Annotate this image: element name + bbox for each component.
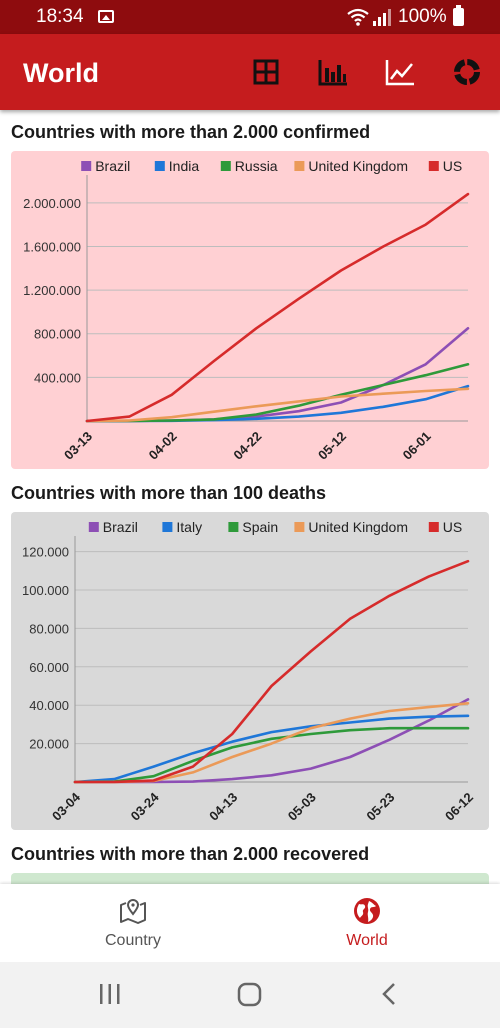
line-chart-icon[interactable]: [384, 56, 416, 88]
series-line-us: [87, 194, 468, 421]
legend-swatch: [89, 522, 99, 532]
legend-label: US: [443, 158, 462, 174]
wifi-signal-icon: [346, 7, 392, 27]
legend-label: United Kingdom: [308, 519, 408, 535]
recovered-section-title: Countries with more than 2.000 recovered: [11, 844, 369, 865]
battery-icon: [453, 8, 464, 26]
bottom-navigation: Country World: [0, 884, 500, 962]
nav-country[interactable]: Country: [8, 884, 258, 962]
y-tick-label: 1.200.000: [23, 283, 81, 298]
y-tick-label: 2.000.000: [23, 196, 81, 211]
status-bar: 18:34 100%: [0, 0, 500, 34]
series-line-brazil: [75, 699, 468, 782]
legend-swatch: [221, 161, 231, 171]
legend-label: United Kingdom: [308, 158, 408, 174]
y-tick-label: 40.000: [29, 698, 69, 713]
legend-swatch: [294, 161, 304, 171]
nav-country-label: Country: [8, 932, 258, 950]
recent-apps-icon[interactable]: [98, 980, 122, 1008]
legend-label: India: [169, 158, 200, 174]
y-tick-label: 60.000: [29, 660, 69, 675]
globe-icon: [352, 896, 382, 926]
deaths-chart: 20.000 40.000 60.000 80.000 100.000 120.000 03…: [11, 512, 489, 830]
legend-swatch: [228, 522, 238, 532]
confirmed-chart: 400.000 800.000 1.200.000 1.600.000 2.000.00…: [11, 151, 489, 469]
legend-swatch: [155, 161, 165, 171]
x-tick-label: 04-02: [146, 429, 180, 463]
x-tick-label: 06-01: [400, 429, 434, 463]
series-line-us: [75, 561, 468, 782]
page-title: World: [23, 58, 99, 89]
x-tick-label: 05-12: [315, 429, 349, 463]
y-tick-label: 1.600.000: [23, 239, 81, 254]
legend-label: Brazil: [103, 519, 138, 535]
y-tick-label: 800.000: [34, 327, 81, 342]
x-tick-label: 05-23: [363, 790, 397, 824]
y-tick-label: 120.000: [22, 545, 69, 560]
donut-chart-icon[interactable]: [451, 56, 483, 88]
bar-chart-icon[interactable]: [317, 56, 349, 88]
series-line-united-kingdom: [75, 703, 468, 782]
nav-world-label: World: [242, 932, 492, 950]
system-navigation-bar: [0, 962, 500, 1028]
legend-label: Russia: [235, 158, 278, 174]
confirmed-section-title: Countries with more than 2.000 confirmed: [11, 122, 370, 143]
legend-swatch: [81, 161, 91, 171]
back-icon[interactable]: [378, 980, 402, 1008]
legend-label: Italy: [176, 519, 202, 535]
x-tick-label: 04-22: [230, 429, 264, 463]
app-bar: World: [0, 34, 500, 110]
y-tick-label: 100.000: [22, 583, 69, 598]
series-line-italy: [75, 716, 468, 782]
home-icon[interactable]: [236, 980, 264, 1008]
legend-swatch: [429, 161, 439, 171]
legend-label: Spain: [242, 519, 278, 535]
x-tick-label: 03-04: [49, 789, 84, 824]
y-tick-label: 80.000: [29, 621, 69, 636]
map-pin-icon: [118, 896, 148, 926]
legend-swatch: [294, 522, 304, 532]
x-tick-label: 05-03: [285, 790, 319, 824]
grid-icon[interactable]: [250, 56, 282, 88]
status-time: 18:34: [36, 6, 84, 28]
nav-world[interactable]: World: [242, 884, 492, 962]
confirmed-chart-card: 400.000 800.000 1.200.000 1.600.000 2.000.00…: [11, 151, 489, 469]
x-tick-label: 04-13: [206, 790, 240, 824]
legend-label: Brazil: [95, 158, 130, 174]
deaths-chart-card: 20.000 40.000 60.000 80.000 100.000 120.000 03…: [11, 512, 489, 830]
x-tick-label: 03-24: [128, 789, 163, 824]
legend-swatch: [162, 522, 172, 532]
y-tick-label: 20.000: [29, 737, 69, 752]
series-line-brazil: [87, 328, 468, 421]
deaths-section-title: Countries with more than 100 deaths: [11, 483, 326, 504]
series-line-united-kingdom: [87, 389, 468, 421]
legend-label: US: [443, 519, 462, 535]
x-tick-label: 06-12: [442, 790, 476, 824]
image-notification-icon: [98, 10, 114, 23]
x-tick-label: 03-13: [61, 429, 95, 463]
legend-swatch: [429, 522, 439, 532]
y-tick-label: 400.000: [34, 370, 81, 385]
battery-percent: 100%: [398, 6, 447, 28]
